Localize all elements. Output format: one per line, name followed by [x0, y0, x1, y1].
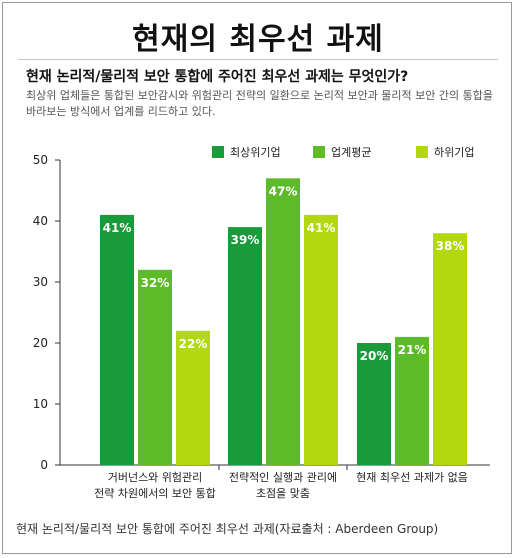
y-tick-label: 40: [33, 214, 48, 228]
x-category-label: 전략적인 실행과 관리에: [229, 471, 337, 484]
bar-value-label: 22%: [179, 337, 208, 351]
title-divider: [18, 59, 498, 60]
bar-value-label: 41%: [307, 221, 336, 235]
x-category-label: 전략 차원에서의 보안 통합: [94, 487, 216, 500]
legend-swatch: [416, 146, 428, 158]
bar-2-cat-2: [266, 178, 300, 466]
bar-value-label: 41%: [103, 221, 132, 235]
legend-swatch: [212, 146, 224, 158]
bar-value-label: 47%: [269, 184, 298, 198]
x-category-label: 현재 최우선 과제가 없음: [356, 471, 468, 484]
y-tick-label: 30: [33, 275, 48, 289]
legend-swatch: [313, 146, 325, 158]
bar-3-cat-1: [176, 330, 210, 465]
bar-2-cat-3: [395, 336, 429, 465]
chart-description: 최상위 업체들은 통합된 보안감시와 위험관리 전략의 일환으로 논리적 보안과…: [26, 89, 493, 118]
bar-value-label: 38%: [436, 239, 465, 253]
bar-1-cat-1: [100, 214, 134, 465]
bar-1-cat-2: [228, 227, 262, 465]
x-category-label: 초점을 맞춤: [256, 487, 310, 500]
x-category-label: 거버넌스와 위험관리: [108, 471, 203, 484]
source-caption: 현재 논리적/물리적 보안 통합에 주어진 최우선 과제(자료출처 : Aber…: [16, 522, 439, 536]
bar-1-cat-3: [357, 343, 391, 465]
bar-2-cat-1: [138, 269, 172, 465]
bar-value-label: 21%: [398, 343, 427, 357]
y-tick-label: 10: [33, 397, 48, 411]
legend-label: 하위기업: [434, 145, 474, 159]
y-tick-label: 20: [33, 336, 48, 350]
y-tick-label: 0: [40, 458, 48, 472]
bar-3-cat-3: [433, 233, 467, 465]
bar-value-label: 32%: [141, 276, 170, 290]
legend-label: 최상위기업: [230, 146, 281, 159]
y-tick-label: 50: [33, 153, 48, 167]
page-title: 현재의 최우선 과제: [132, 22, 384, 57]
legend-label: 업계평균: [331, 146, 371, 159]
bar-3-cat-2: [304, 214, 338, 465]
bar-value-label: 20%: [360, 349, 389, 363]
bar-value-label: 39%: [231, 233, 260, 247]
chart-subtitle: 현재 논리적/물리적 보안 통합에 주어진 최우선 과제는 무엇인가?: [26, 69, 409, 85]
